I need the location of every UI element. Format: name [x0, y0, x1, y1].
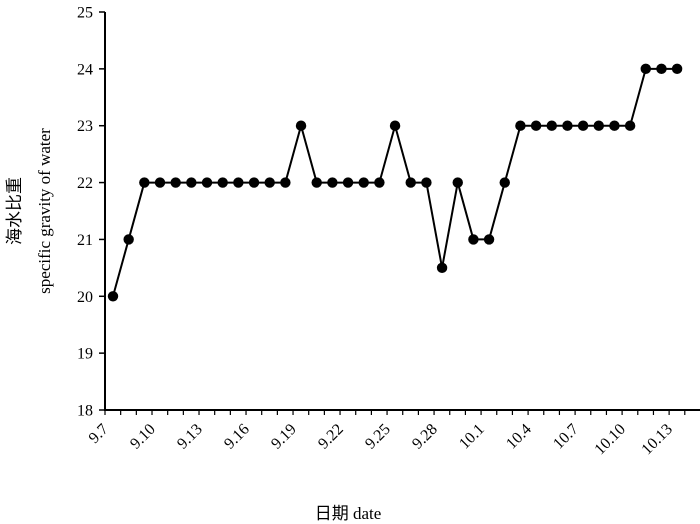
x-tick-label: 10.4 [503, 421, 535, 453]
chart-axes [104, 12, 700, 411]
data-point [248, 177, 260, 188]
data-point [499, 177, 510, 188]
data-point [671, 63, 683, 75]
data-point [311, 177, 322, 188]
y-tick-label: 20 [77, 289, 93, 306]
y-tick-label: 19 [77, 346, 93, 363]
y-tick-label: 23 [77, 118, 93, 135]
data-point [530, 120, 542, 131]
data-point [421, 177, 432, 188]
data-point [201, 177, 213, 188]
data-point [609, 120, 620, 131]
data-point [154, 177, 166, 188]
data-point [170, 177, 181, 188]
x-tick-label: 10.10 [591, 421, 628, 458]
y-ticks: 18 19 20 21 22 23 24 25 [77, 5, 105, 420]
y-tick-label: 24 [77, 61, 93, 78]
data-point [640, 63, 651, 75]
y-tick-label: 18 [77, 403, 93, 420]
y-tick-label: 22 [77, 175, 93, 192]
series-line [112, 67, 678, 297]
data-point [186, 177, 197, 188]
x-tick-label: 9.10 [127, 421, 159, 453]
x-tick-label: 9.7 [86, 421, 112, 447]
data-point [546, 120, 557, 131]
data-point [123, 234, 134, 245]
data-point [264, 177, 275, 188]
data-point [107, 291, 119, 302]
y-axis-title-en: specific gravity of water [35, 128, 54, 294]
data-point [233, 177, 244, 188]
x-tick-label: 9.19 [268, 421, 300, 453]
series-group [107, 63, 683, 302]
x-axis-title: 日期 date [315, 504, 382, 523]
data-point [468, 234, 479, 245]
data-point [405, 177, 416, 188]
data-point [342, 177, 354, 188]
data-point [280, 177, 291, 188]
x-tick-label: 9.28 [409, 421, 441, 453]
data-point [389, 120, 401, 131]
x-tick-label: 9.16 [221, 421, 253, 453]
data-point [577, 120, 589, 131]
y-axis-title-cn: 海水比重 [5, 177, 24, 245]
data-point [295, 120, 307, 131]
data-point [515, 120, 526, 131]
data-point [562, 120, 573, 131]
data-point [593, 120, 604, 131]
data-point [452, 177, 463, 188]
data-point [327, 177, 338, 188]
data-point [217, 177, 228, 188]
data-point [358, 177, 369, 188]
x-tick-label: 9.22 [315, 421, 347, 453]
x-tick-label: 10.1 [456, 421, 488, 453]
data-point [374, 177, 385, 188]
data-point [483, 234, 495, 245]
data-point [656, 63, 667, 75]
data-point [624, 120, 636, 131]
x-ticks: 9.7 9.10 9.13 9.16 9.19 9.22 9.25 9.28 10.1 10.4 1… [86, 410, 686, 458]
data-point [139, 177, 150, 188]
x-tick-label: 9.13 [174, 421, 206, 453]
data-point [436, 262, 448, 274]
y-tick-label: 21 [77, 232, 93, 249]
y-tick-label: 25 [77, 5, 93, 22]
x-tick-label: 9.25 [362, 421, 394, 453]
x-tick-label: 10.7 [550, 421, 582, 453]
x-tick-label: 10.13 [638, 421, 675, 458]
